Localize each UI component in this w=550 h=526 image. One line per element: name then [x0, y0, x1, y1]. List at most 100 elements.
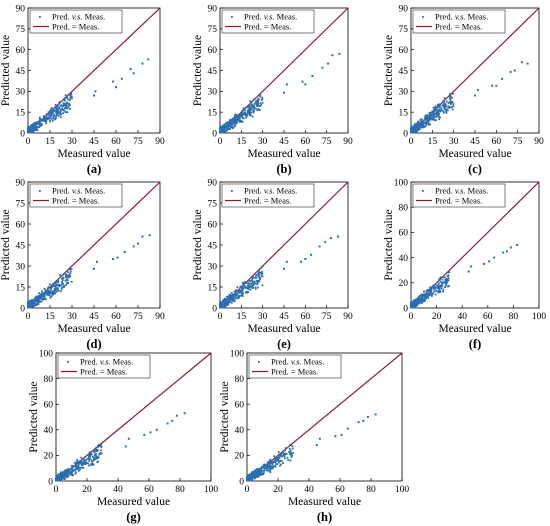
scatter-point	[415, 129, 418, 132]
scatter-point	[85, 459, 88, 462]
scatter-point	[252, 473, 255, 476]
identity-line	[27, 7, 161, 134]
scatter-point	[259, 104, 262, 107]
scatter-point	[38, 292, 41, 294]
scatter-point	[60, 478, 62, 481]
scatter-point	[269, 469, 272, 472]
scatter-point	[233, 118, 235, 120]
scatter-point	[32, 127, 35, 130]
scatter-point	[434, 293, 437, 296]
scatter-point	[63, 107, 66, 110]
scatter-point	[27, 305, 30, 308]
scatter-point	[241, 295, 244, 297]
scatter-point	[452, 105, 455, 108]
x-tick-label: 75	[322, 312, 332, 322]
scatter-point	[254, 101, 257, 104]
scatter-point	[258, 468, 261, 471]
scatter-point-outlier	[304, 258, 307, 260]
y-tick-label: 30	[208, 262, 218, 272]
scatter-point-outlier	[315, 444, 318, 447]
scatter-point	[251, 115, 254, 118]
scatter-point	[440, 107, 443, 110]
scatter-point	[244, 291, 247, 294]
scatter-point	[75, 466, 78, 469]
scatter-point-outlier	[502, 251, 505, 254]
scatter-point	[55, 290, 58, 293]
scatter-point-outlier	[285, 260, 288, 263]
scatter-point	[417, 122, 420, 125]
x-tick-label: 15	[237, 137, 247, 147]
scatter-point	[224, 305, 226, 307]
scatter-point	[222, 303, 225, 306]
x-tick-label: 100	[204, 485, 219, 495]
scatter-point	[64, 99, 66, 101]
x-tick-label: 40	[457, 312, 467, 322]
scatter-point	[254, 276, 257, 279]
scatter-point	[255, 276, 258, 279]
scatter-point	[247, 112, 250, 115]
panel-h: 0 20 40 60 80 100 0 20 40 60 80 100 Measured value Pr…	[219, 349, 409, 524]
scatter-point	[236, 292, 239, 295]
scatter-point	[262, 473, 265, 476]
scatter-point	[52, 117, 55, 119]
scatter-point-outlier	[285, 83, 288, 86]
x-tick-label: 0	[218, 137, 223, 147]
scatter-point	[437, 282, 440, 285]
scatter-point	[229, 294, 232, 297]
scatter-point	[73, 469, 76, 472]
scatter-point	[86, 457, 89, 460]
scatter-point	[100, 446, 103, 449]
scatter-point	[35, 123, 38, 126]
legend: Pred. v.s. Meas.Pred. = Meas.	[412, 9, 506, 34]
scatter-point	[91, 462, 94, 465]
scatter-point	[255, 475, 258, 478]
scatter-point	[34, 300, 37, 303]
x-tick-label: 60	[111, 137, 121, 147]
scatter-point	[49, 290, 52, 292]
scatter-point	[50, 108, 52, 111]
scatter-point	[249, 107, 252, 109]
scatter-point	[422, 121, 425, 124]
scatter-point	[62, 105, 65, 107]
scatter-point	[251, 106, 254, 109]
scatter-point	[66, 97, 69, 99]
scatter-point	[261, 465, 263, 468]
scatter-point	[231, 120, 234, 123]
scatter-point	[50, 114, 53, 117]
scatter-point	[244, 287, 247, 289]
scatter-point	[250, 111, 253, 114]
scatter-point	[268, 469, 270, 472]
scatter-point	[36, 302, 39, 305]
scatter-point-outlier	[346, 427, 349, 430]
scatter-point-outlier	[148, 234, 151, 237]
scatter-point	[229, 124, 232, 127]
legend-entry-scatter: Pred. v.s. Meas.	[52, 12, 105, 22]
scatter-point	[422, 299, 425, 302]
scatter-point	[444, 102, 447, 105]
scatter-point	[36, 301, 39, 304]
scatter-point	[228, 128, 231, 130]
scatter-point	[62, 112, 65, 114]
scatter-point	[65, 276, 67, 279]
scatter-point	[431, 110, 434, 113]
scatter-point	[54, 292, 56, 295]
y-tick-label: 100	[394, 178, 409, 188]
scatter-point	[254, 287, 257, 290]
scatter-point	[69, 473, 72, 475]
scatter-point	[222, 129, 225, 131]
scatter-point	[259, 472, 261, 475]
y-tick-label: 0	[239, 477, 244, 487]
y-tick-label: 90	[16, 178, 26, 188]
scatter-point	[251, 280, 254, 283]
scatter-point	[67, 474, 70, 477]
scatter-point	[224, 130, 227, 133]
scatter-point	[228, 295, 231, 298]
scatter-point	[281, 462, 284, 464]
scatter-point	[83, 461, 86, 464]
scatter-point	[32, 123, 35, 125]
scatter-point	[414, 304, 417, 307]
scatter-point	[94, 448, 97, 451]
x-axis-label: Measured value	[247, 323, 320, 335]
scatter-point	[70, 281, 73, 283]
scatter-point	[426, 114, 429, 116]
